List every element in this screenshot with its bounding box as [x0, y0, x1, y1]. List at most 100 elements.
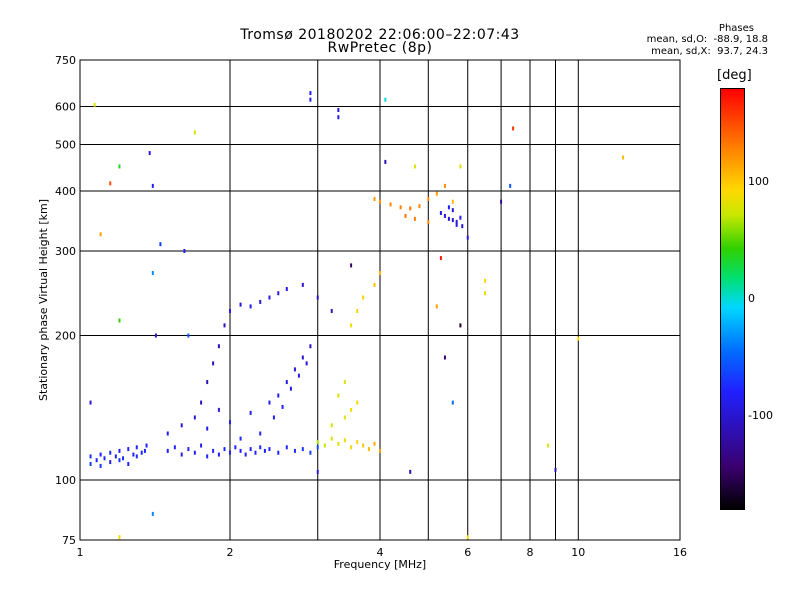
data-point	[239, 436, 242, 441]
data-point	[217, 407, 220, 412]
data-point	[109, 460, 112, 465]
data-point	[297, 373, 300, 378]
data-point	[373, 282, 376, 287]
data-point	[399, 205, 402, 210]
data-point	[309, 97, 312, 102]
chart-title: Tromsø 20180202 22:06:00–22:07:43	[240, 27, 520, 43]
data-point	[200, 400, 203, 405]
data-point	[154, 333, 157, 338]
data-point	[356, 400, 359, 405]
data-point	[466, 235, 469, 240]
data-point	[249, 447, 252, 452]
data-point	[451, 400, 454, 405]
data-point	[249, 304, 252, 309]
data-point	[443, 355, 446, 360]
data-point	[180, 452, 183, 457]
data-point	[263, 448, 266, 453]
stats-title: Phases	[718, 23, 754, 34]
data-point	[122, 456, 125, 461]
stats-x-mode: mean, sd,X: 93.7, 24.3	[651, 46, 768, 57]
data-point	[379, 448, 381, 453]
y-tick-label: 100	[55, 474, 76, 487]
data-point	[316, 295, 319, 300]
data-point	[384, 159, 387, 164]
data-point	[484, 291, 487, 296]
data-point	[229, 450, 231, 455]
data-point	[362, 295, 365, 300]
data-point	[148, 151, 151, 156]
data-point	[316, 445, 319, 450]
phase-colorbar	[720, 88, 745, 510]
data-point	[459, 164, 462, 169]
data-point	[239, 448, 242, 453]
data-point	[439, 256, 442, 261]
data-point	[435, 304, 438, 309]
y-tick-label: 400	[55, 185, 76, 198]
data-point	[309, 450, 312, 455]
data-point	[409, 469, 412, 474]
data-point	[356, 440, 359, 445]
plot-frame	[79, 59, 681, 541]
data-point	[285, 287, 288, 292]
data-point	[249, 410, 252, 415]
data-point	[413, 216, 416, 221]
data-point	[289, 386, 292, 391]
data-point	[109, 181, 112, 186]
data-point	[99, 232, 102, 237]
data-point	[95, 458, 98, 463]
data-point	[389, 202, 392, 207]
data-point	[409, 206, 412, 211]
data-point	[512, 126, 515, 131]
data-point	[435, 191, 438, 196]
data-point	[451, 199, 454, 204]
data-point	[466, 535, 469, 540]
data-point	[451, 208, 454, 213]
data-point	[89, 461, 92, 466]
data-point	[316, 469, 319, 474]
x-tick-label: 1	[77, 546, 84, 559]
data-point	[277, 450, 280, 455]
colorbar-tick-label: 100	[748, 174, 769, 188]
data-point	[447, 205, 450, 210]
data-point	[343, 415, 346, 420]
data-point	[159, 242, 162, 247]
y-tick-label: 600	[55, 101, 76, 114]
data-point	[166, 448, 169, 453]
data-point	[323, 443, 326, 448]
data-point	[244, 452, 247, 457]
y-tick-label: 75	[62, 534, 76, 547]
data-point	[127, 461, 130, 466]
data-point	[193, 415, 196, 420]
data-point	[305, 361, 308, 366]
colorbar-tick-label: 0	[748, 292, 755, 305]
data-points	[89, 91, 625, 540]
data-point	[455, 222, 458, 227]
y-axis-label: Stationary phase Virtual Height [km]	[37, 199, 50, 401]
data-point	[427, 197, 430, 202]
data-point	[183, 249, 186, 254]
data-point	[193, 130, 196, 135]
data-point	[293, 367, 296, 372]
x-tick-label: 8	[527, 546, 534, 559]
colorbar-unit: [deg]	[717, 68, 752, 83]
data-point	[356, 308, 359, 313]
data-point	[343, 380, 346, 385]
data-point	[459, 323, 462, 328]
data-point	[268, 295, 271, 300]
data-point	[554, 467, 557, 472]
data-point	[459, 215, 462, 220]
data-point	[254, 450, 257, 455]
data-point	[455, 219, 458, 224]
data-point	[151, 511, 154, 516]
data-point	[337, 441, 340, 446]
data-point	[461, 224, 464, 229]
data-point	[350, 323, 353, 328]
data-point	[206, 380, 209, 385]
data-point	[500, 199, 503, 204]
data-point	[229, 420, 231, 425]
data-point	[427, 219, 430, 224]
data-point	[379, 270, 381, 275]
data-point	[135, 445, 138, 450]
data-point	[99, 463, 102, 468]
grid-lines	[80, 60, 680, 540]
